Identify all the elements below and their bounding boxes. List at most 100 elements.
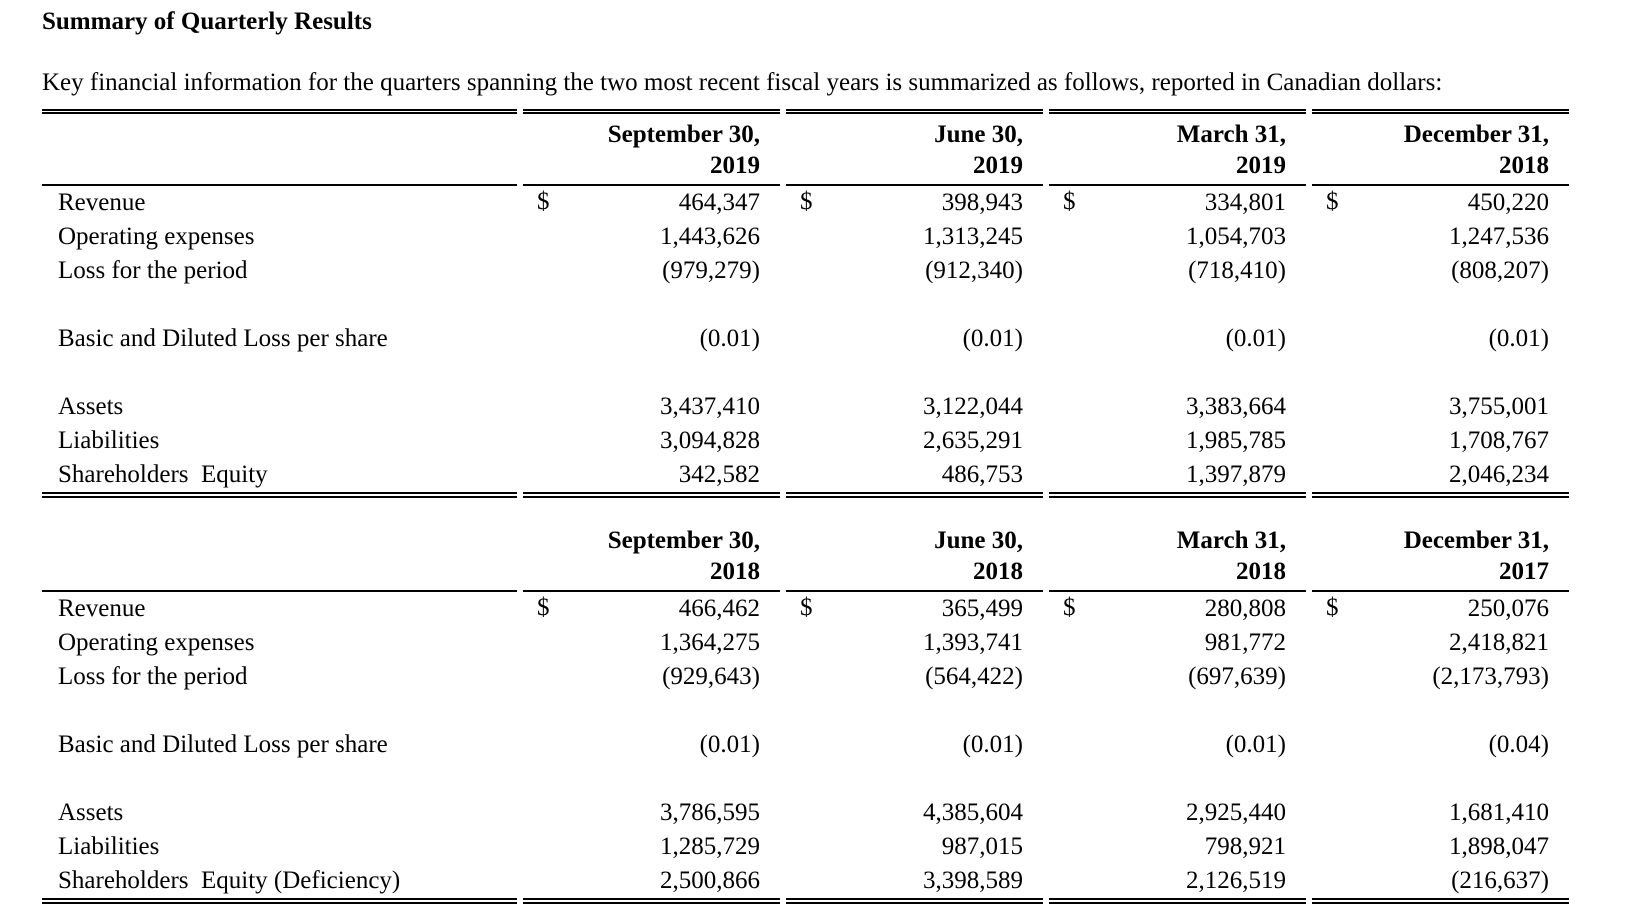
cell-value: 2,046,234	[1449, 461, 1549, 488]
value-cell: (0.01)	[523, 322, 780, 356]
table-row: Basic and Diluted Loss per share (0.01) (0…	[42, 322, 1569, 356]
cell-value: 1,397,879	[1186, 461, 1286, 488]
cell-value: 486,753	[941, 461, 1023, 488]
row-label: Shareholders Equity	[42, 458, 517, 498]
value-cell: 1,708,767	[1312, 424, 1569, 458]
value-cell: (216,637)	[1312, 864, 1569, 904]
cell-value: 1,681,410	[1449, 799, 1549, 826]
cell-value: 2,925,440	[1186, 799, 1286, 826]
currency-symbol: $	[800, 188, 813, 215]
value-cell: 4,385,604	[786, 796, 1043, 830]
cell-value: 3,755,001	[1449, 393, 1549, 420]
currency-symbol: $	[537, 594, 550, 621]
cell-value: 3,094,828	[660, 427, 760, 454]
cell-value: 2,635,291	[923, 427, 1023, 454]
value-cell: (0.01)	[786, 322, 1043, 356]
row-label: Assets	[58, 393, 124, 420]
cell-value: (0.01)	[699, 325, 760, 352]
value-cell: (929,643)	[523, 660, 780, 694]
column-header-date: March 31,	[1176, 527, 1286, 554]
spacer-row	[42, 762, 1569, 796]
row-label: Basic and Diluted Loss per share	[58, 731, 388, 758]
cell-value: 1,285,729	[660, 833, 760, 860]
value-cell: 1,681,410	[1312, 796, 1569, 830]
table-row: Shareholders Equity (Deficiency) 2,500,86…	[42, 864, 1569, 904]
currency-symbol: $	[1326, 594, 1339, 621]
column-header-year: 2018	[710, 558, 760, 585]
cell-value: 1,985,785	[1186, 427, 1286, 454]
value-cell: (979,279)	[523, 254, 780, 288]
cell-value: 398,943	[941, 189, 1023, 216]
cell-value: 2,126,519	[1186, 867, 1286, 894]
value-cell: 2,635,291	[786, 424, 1043, 458]
cell-value: 1,898,047	[1449, 833, 1549, 860]
value-cell: $280,808	[1049, 592, 1306, 626]
table-row: Operating expenses 1,443,626 1,313,245 1,05…	[42, 220, 1569, 254]
value-cell: 486,753	[786, 458, 1043, 498]
table-row: Loss for the period (979,279) (912,340) (71…	[42, 254, 1569, 288]
cell-value: 1,054,703	[1186, 223, 1286, 250]
value-cell: 1,397,879	[1049, 458, 1306, 498]
column-header-year: 2019	[1236, 152, 1286, 179]
cell-value: (912,340)	[925, 257, 1023, 284]
value-cell: 1,898,047	[1312, 830, 1569, 864]
value-cell: 1,393,741	[786, 626, 1043, 660]
column-header: June 30, 2019	[786, 109, 1043, 186]
value-cell: 3,755,001	[1312, 390, 1569, 424]
value-cell: 987,015	[786, 830, 1043, 864]
column-header-year: 2018	[973, 558, 1023, 585]
row-label: Revenue	[58, 189, 146, 216]
currency-symbol: $	[1063, 188, 1076, 215]
value-cell: (2,173,793)	[1312, 660, 1569, 694]
value-cell: (808,207)	[1312, 254, 1569, 288]
value-cell: 1,364,275	[523, 626, 780, 660]
column-header: March 31, 2018	[1049, 520, 1306, 592]
cell-value: (216,637)	[1451, 867, 1549, 894]
row-label: Loss for the period	[58, 257, 248, 284]
cell-value: 466,462	[678, 595, 760, 622]
value-cell: (0.04)	[1312, 728, 1569, 762]
column-header-year: 2018	[1499, 152, 1549, 179]
cell-value: (979,279)	[662, 257, 760, 284]
value-cell: 2,418,821	[1312, 626, 1569, 660]
row-label: Shareholders Equity (Deficiency)	[42, 864, 517, 904]
cell-value: 280,808	[1204, 595, 1286, 622]
value-cell: $250,076	[1312, 592, 1569, 626]
cell-value: (0.01)	[1488, 325, 1549, 352]
value-cell: 1,285,729	[523, 830, 780, 864]
column-header-date: December 31,	[1403, 121, 1549, 148]
value-cell: 798,921	[1049, 830, 1306, 864]
table-row: Revenue $464,347 $398,943 $334,801 $450,220	[42, 186, 1569, 220]
column-header-year: 2019	[710, 152, 760, 179]
cell-value: (0.01)	[1225, 325, 1286, 352]
spacer-row	[42, 694, 1569, 728]
header-row: September 30, 2019 June 30, 2019 March 31, 20…	[42, 109, 1569, 186]
column-header-date: June 30,	[934, 527, 1023, 554]
row-label: Basic and Diluted Loss per share	[58, 325, 388, 352]
table-row: Shareholders Equity 342,582 486,753 1,397,8…	[42, 458, 1569, 498]
cell-value: (2,173,793)	[1432, 663, 1549, 690]
cell-value: 981,772	[1204, 629, 1286, 656]
column-header-date: September 30,	[607, 121, 760, 148]
value-cell: 1,247,536	[1312, 220, 1569, 254]
quarterly-results-table-fy2018: September 30, 2018 June 30, 2018 March 31, 20…	[36, 520, 1575, 904]
table-row: Operating expenses 1,364,275 1,393,741 981,…	[42, 626, 1569, 660]
row-label: Loss for the period	[58, 663, 248, 690]
currency-symbol: $	[800, 594, 813, 621]
cell-value: (0.01)	[1225, 731, 1286, 758]
value-cell: 3,383,664	[1049, 390, 1306, 424]
column-header-year: 2017	[1499, 558, 1549, 585]
table-row: Revenue $466,462 $365,499 $280,808 $250,076	[42, 592, 1569, 626]
table-row: Loss for the period (929,643) (564,422) (69…	[42, 660, 1569, 694]
table-row: Liabilities 1,285,729 987,015 798,921 1,898,…	[42, 830, 1569, 864]
cell-value: 1,247,536	[1449, 223, 1549, 250]
value-cell: 3,786,595	[523, 796, 780, 830]
cell-value: 342,582	[678, 461, 760, 488]
value-cell: 2,925,440	[1049, 796, 1306, 830]
spacer-row	[42, 356, 1569, 390]
spacer-cell	[42, 694, 1569, 728]
currency-symbol: $	[537, 188, 550, 215]
value-cell: 1,985,785	[1049, 424, 1306, 458]
column-header: December 31, 2018	[1312, 109, 1569, 186]
